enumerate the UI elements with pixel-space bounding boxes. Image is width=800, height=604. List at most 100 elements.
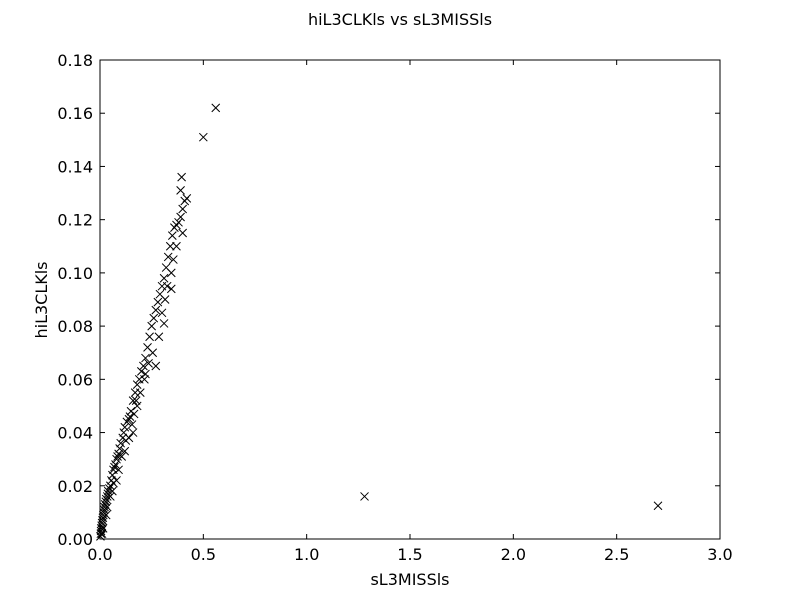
scatter-point — [165, 241, 175, 251]
y-tick-label: 0.00 — [57, 530, 93, 549]
x-tick-label: 1.0 — [294, 545, 319, 564]
scatter-point — [653, 501, 663, 511]
x-tick-label: 2.5 — [604, 545, 629, 564]
scatter-point — [103, 486, 113, 496]
scatter-point — [108, 486, 117, 496]
scatter-point — [101, 497, 111, 507]
x-tick-label: 0.5 — [191, 545, 216, 564]
y-tick-label: 0.14 — [57, 157, 93, 176]
scatter-point — [174, 217, 183, 227]
scatter-point — [115, 444, 124, 453]
scatter-point — [149, 313, 159, 323]
scatter-point — [131, 396, 141, 405]
scatter-point — [98, 510, 108, 520]
scatter-point — [97, 529, 107, 539]
y-tick-label: 0.02 — [57, 477, 93, 496]
scatter-point — [176, 186, 185, 195]
y-tick-label: 0.18 — [57, 51, 93, 70]
scatter-point — [124, 433, 134, 443]
scatter-point — [148, 348, 158, 358]
x-tick-label: 3.0 — [707, 545, 732, 564]
scatter-point — [147, 321, 157, 331]
scatter-point — [113, 452, 122, 461]
scatter-point — [145, 332, 154, 342]
scatter-point — [116, 438, 126, 448]
scatter-point — [166, 284, 176, 294]
scatter-point — [100, 502, 109, 512]
scatter-point — [159, 319, 169, 328]
plot-area-frame — [99, 59, 721, 540]
scatter-point — [125, 412, 135, 421]
scatter-point — [112, 476, 121, 485]
y-tick-label: 0.12 — [57, 211, 93, 230]
y-tick-label: 0.10 — [57, 264, 93, 283]
scatter-point — [117, 452, 127, 461]
scatter-point — [127, 420, 137, 429]
scatter-markers — [96, 103, 663, 541]
scatter-point — [101, 494, 111, 504]
scatter-point — [140, 374, 149, 384]
scatter-point — [154, 332, 164, 342]
scatter-point — [153, 297, 163, 307]
scatter-point — [182, 194, 192, 203]
x-axis-label: sL3MISSls — [370, 570, 449, 589]
scatter-point — [160, 295, 170, 304]
scatter-point — [98, 516, 107, 525]
scatter-point — [128, 396, 138, 405]
scatter-point — [151, 305, 161, 315]
scatter-point — [102, 502, 112, 512]
y-axis-label: hiL3CLKls — [32, 261, 51, 338]
scatter-point — [159, 273, 169, 283]
scatter-point — [110, 462, 119, 472]
scatter-point — [141, 353, 150, 363]
scatter-point — [132, 380, 142, 390]
y-tick-label: 0.04 — [57, 424, 93, 443]
scatter-point — [163, 252, 173, 262]
scatter-point — [136, 366, 146, 376]
x-tick-label: 0.0 — [87, 545, 112, 564]
scatter-point — [101, 510, 111, 520]
x-axis-ticks: 0.0 0.5 1.0 1.5 2.0 2.5 3.0 — [87, 60, 733, 564]
y-axis-ticks: 0.00 0.02 0.04 0.06 0.08 0.10 0.12 0.14 0.16 0.18 — [57, 51, 720, 549]
scatter-point — [97, 521, 107, 531]
scatter-point — [141, 369, 150, 379]
x-tick-label: 2.0 — [501, 545, 526, 564]
scatter-point — [157, 308, 167, 318]
scatter-point — [120, 446, 130, 456]
scatter-point — [177, 172, 186, 182]
scatter-point — [176, 212, 185, 222]
scatter-point — [114, 465, 123, 475]
scatter-point — [135, 388, 145, 397]
scatter-point — [111, 460, 120, 469]
scatter-point — [105, 492, 115, 501]
scatter-point — [198, 132, 208, 142]
scatter-point — [120, 422, 130, 432]
y-tick-label: 0.16 — [57, 104, 93, 123]
scatter-point — [139, 361, 148, 371]
scatter-point — [151, 361, 161, 371]
scatter-point — [128, 428, 138, 437]
scatter-point — [178, 228, 188, 238]
scatter-point — [360, 492, 369, 501]
y-tick-label: 0.08 — [57, 317, 93, 336]
x-tick-label: 1.5 — [397, 545, 422, 564]
scatter-point — [144, 359, 153, 368]
scatter-point — [97, 518, 107, 528]
scatter-point — [108, 470, 117, 480]
scatter-point — [167, 231, 177, 240]
scatter-point — [162, 281, 172, 291]
scatter-point — [132, 401, 142, 411]
scatter-point — [98, 524, 108, 533]
scatter-point — [178, 204, 188, 214]
scatter-point — [172, 241, 181, 251]
y-tick-label: 0.06 — [57, 370, 93, 389]
scatter-point — [129, 409, 139, 419]
scatter-point — [166, 268, 176, 278]
chart-title: hiL3CLKls vs sL3MISSls — [308, 10, 492, 29]
scatter-point — [211, 103, 221, 113]
scatter-point — [112, 454, 121, 464]
scatter-point — [96, 524, 106, 533]
scatter-point — [169, 255, 178, 264]
